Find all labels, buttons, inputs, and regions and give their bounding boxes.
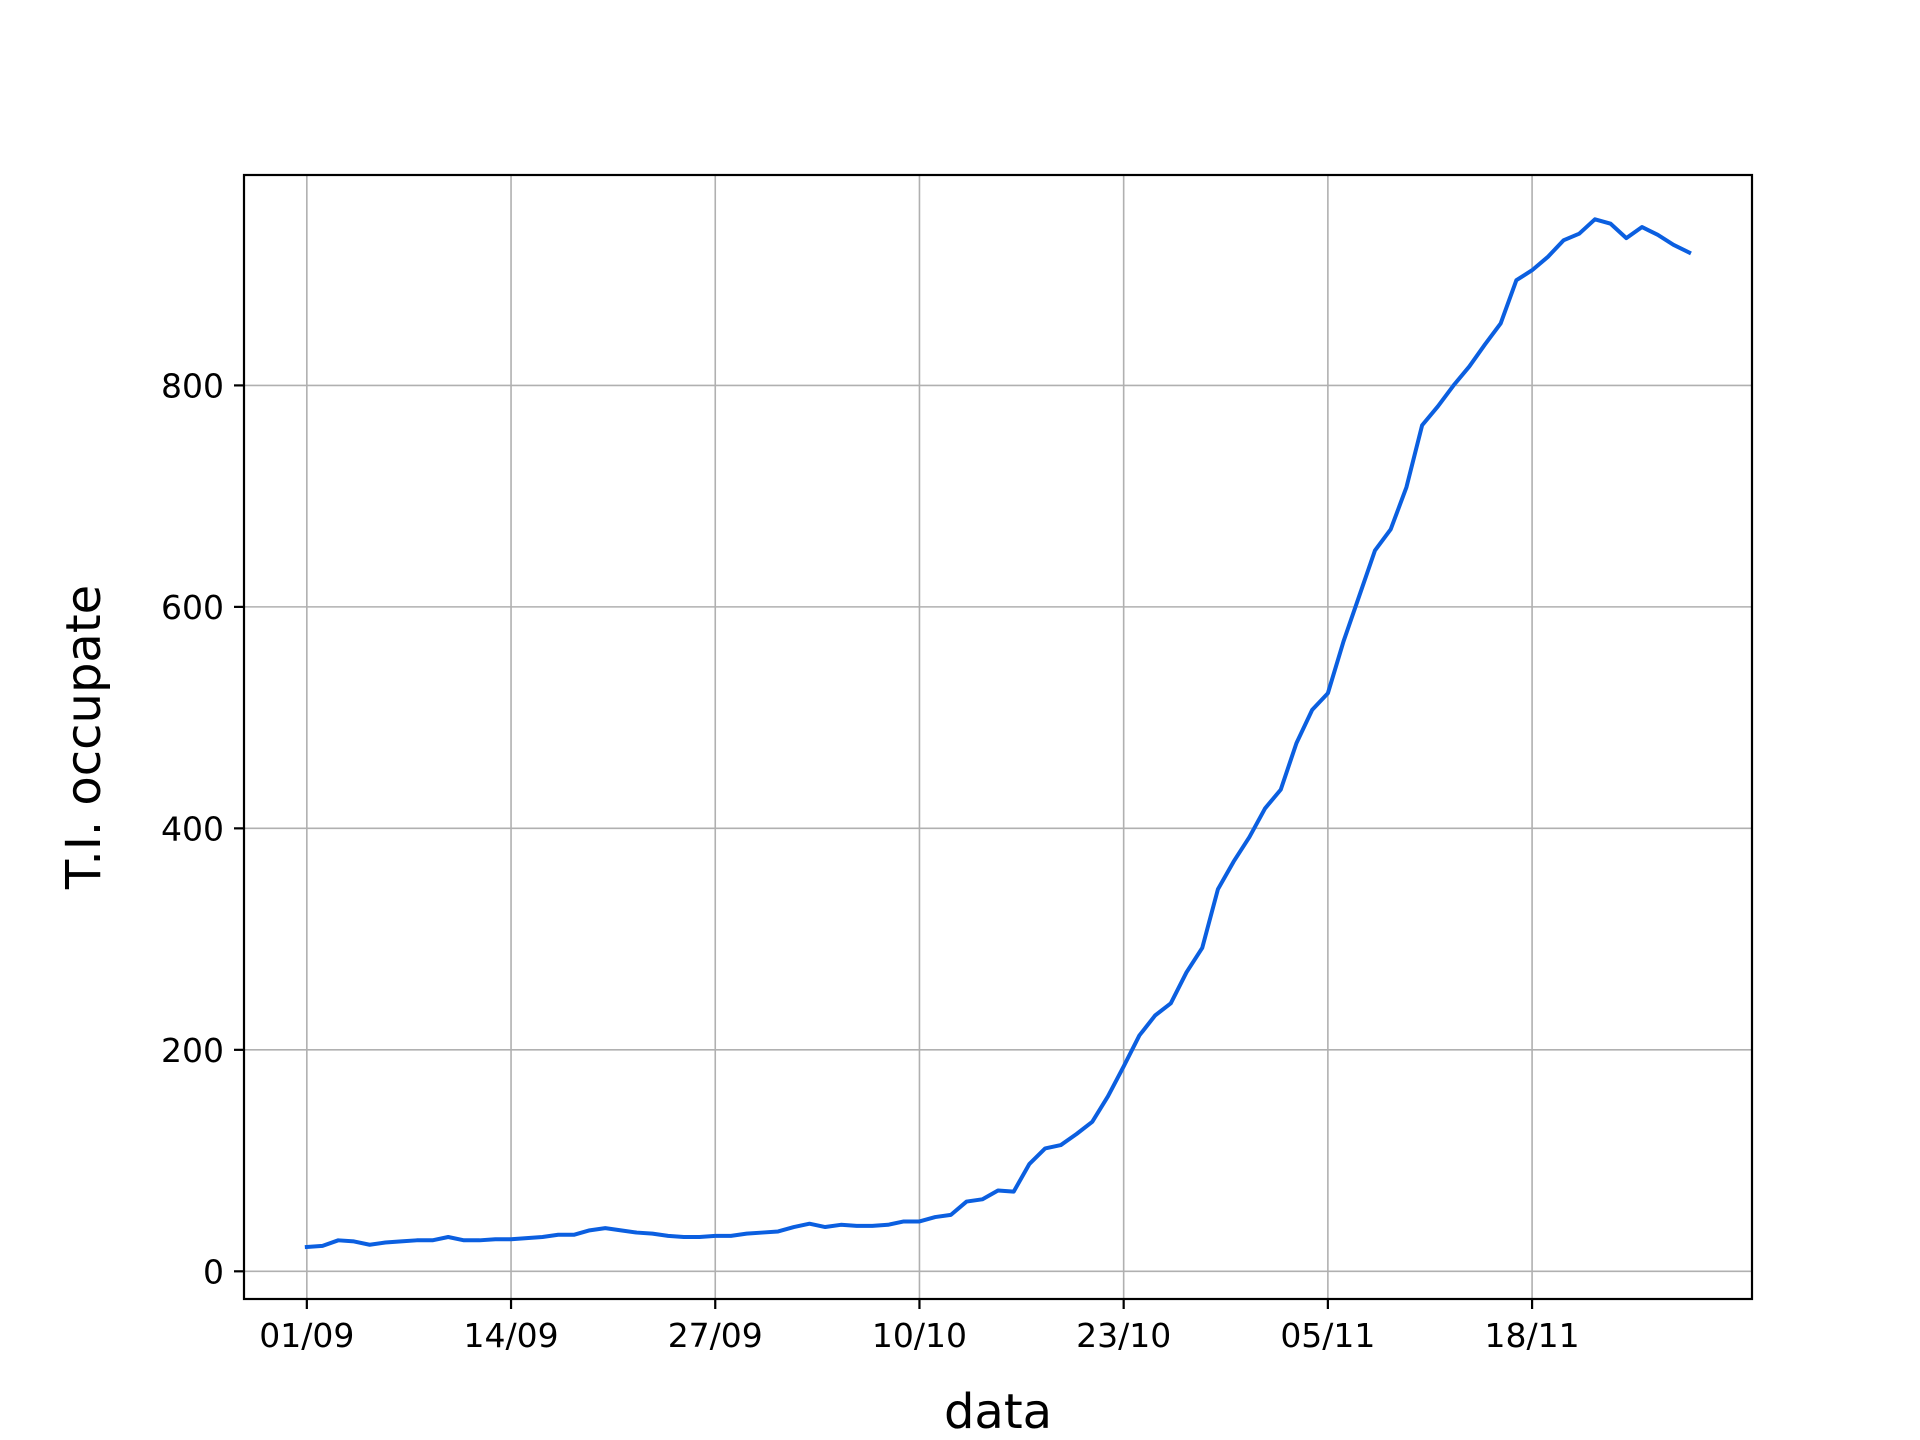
y-tick-label: 0: [203, 1252, 224, 1291]
plot-frame: [242, 173, 1754, 1301]
series-lines: [304, 217, 1692, 1250]
x-tick-label: 01/09: [259, 1316, 354, 1355]
grid-lines: [244, 175, 1752, 1299]
y-tick-label: 200: [161, 1031, 224, 1070]
y-tick-label: 800: [161, 366, 224, 405]
x-tick-label: 05/11: [1280, 1316, 1375, 1355]
y-tick-label: 600: [161, 588, 224, 627]
x-tick-label: 18/11: [1485, 1316, 1580, 1355]
x-axis-title: data: [944, 1384, 1052, 1440]
y-tick-label: 400: [161, 809, 224, 848]
x-tick-label: 14/09: [463, 1316, 558, 1355]
y-axis-title: T.I. occupate: [56, 585, 112, 890]
series-line: [304, 217, 1692, 1250]
x-tick-label: 10/10: [872, 1316, 967, 1355]
axis-ticks: 01/09 14/09 27/09 10/10 23/10 05/11 18/11 0 200 4…: [161, 366, 1580, 1355]
x-tick-label: 23/10: [1076, 1316, 1171, 1355]
x-tick-label: 27/09: [668, 1316, 763, 1355]
